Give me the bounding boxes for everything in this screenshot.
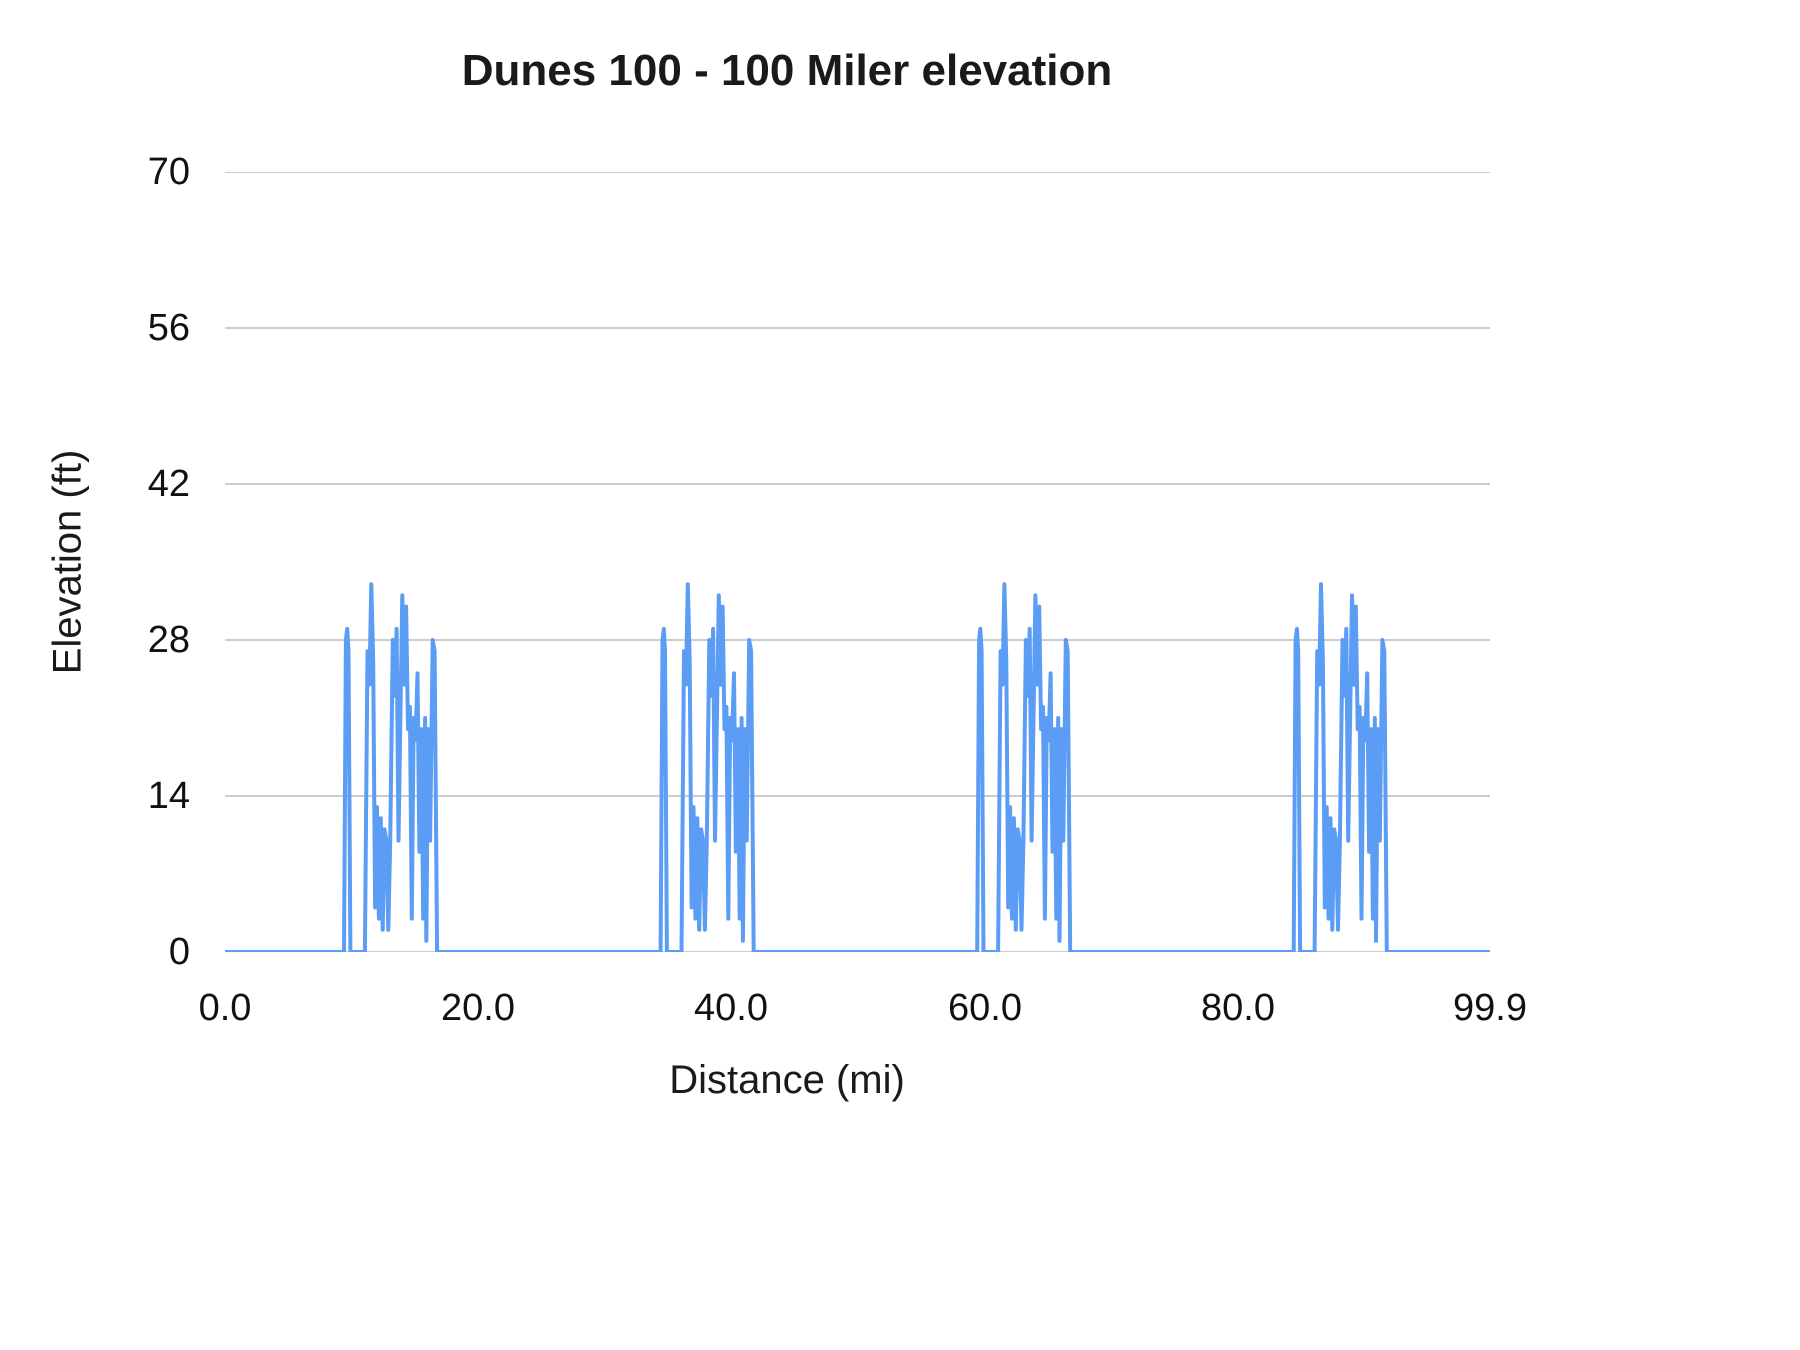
x-tick-label-40: 40.0 [694, 987, 768, 1029]
y-tick-label-14: 14 [147, 775, 190, 817]
x-axis-title: Distance (mi) [669, 1058, 905, 1102]
elevation-line [225, 582, 1490, 952]
y-tick-label-0: 0 [168, 931, 190, 973]
x-tick-label-20: 20.0 [441, 987, 515, 1029]
y-tick-label-28: 28 [147, 619, 190, 661]
x-tick-label-0: 0.0 [198, 987, 252, 1029]
plot-svg [225, 172, 1490, 952]
x-tick-label-80: 80.0 [1201, 987, 1275, 1029]
y-tick-label-42: 42 [147, 463, 190, 505]
chart-title: Dunes 100 - 100 Miler elevation [461, 46, 1113, 95]
y-tick-label-56: 56 [147, 307, 190, 349]
y-tick-label-70: 70 [147, 151, 190, 193]
x-tick-label-60: 60.0 [948, 987, 1022, 1029]
x-tick-label-99-9: 99.9 [1453, 987, 1527, 1029]
